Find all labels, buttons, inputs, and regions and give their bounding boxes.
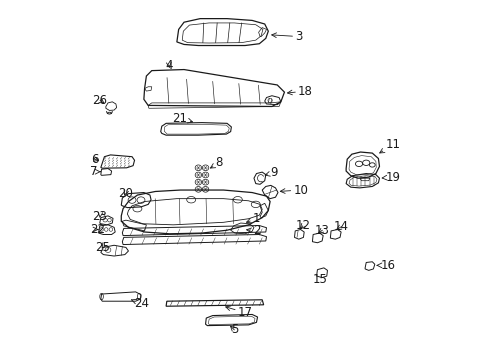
Text: 3: 3 xyxy=(271,30,303,43)
Text: 18: 18 xyxy=(288,85,313,98)
Text: 6: 6 xyxy=(91,153,98,166)
Text: 9: 9 xyxy=(265,166,278,179)
Text: 21: 21 xyxy=(172,112,193,125)
Text: 24: 24 xyxy=(131,297,149,310)
Text: 4: 4 xyxy=(166,59,173,72)
Text: 7: 7 xyxy=(90,165,100,178)
Text: 13: 13 xyxy=(315,224,330,237)
Text: 17: 17 xyxy=(226,306,253,319)
Text: 5: 5 xyxy=(230,323,238,336)
Text: 19: 19 xyxy=(382,171,401,184)
Text: 8: 8 xyxy=(210,156,223,169)
Text: 25: 25 xyxy=(95,241,110,254)
Text: 16: 16 xyxy=(377,259,395,272)
Text: 22: 22 xyxy=(90,223,105,236)
Text: 11: 11 xyxy=(380,138,401,153)
Text: 2: 2 xyxy=(246,224,260,238)
Text: 1: 1 xyxy=(246,212,260,225)
Text: 10: 10 xyxy=(280,184,308,197)
Text: 12: 12 xyxy=(295,219,310,233)
Text: 26: 26 xyxy=(93,94,108,107)
Text: 23: 23 xyxy=(93,210,107,223)
Text: 14: 14 xyxy=(334,220,349,233)
Text: 15: 15 xyxy=(313,273,328,286)
Text: 20: 20 xyxy=(118,187,133,200)
